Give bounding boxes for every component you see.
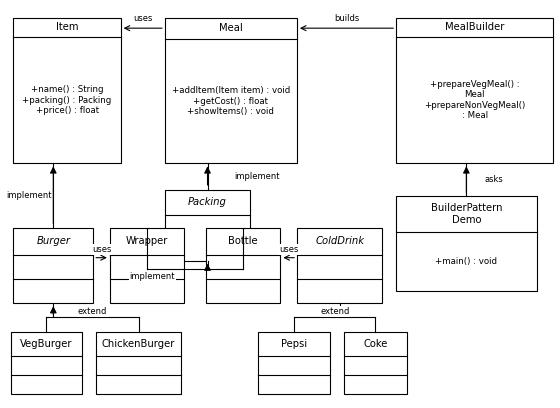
Text: Bottle: Bottle [228,236,258,246]
Text: ColdDrink: ColdDrink [315,236,364,246]
Text: BuilderPattern
Demo: BuilderPattern Demo [431,203,502,225]
Text: uses: uses [133,13,152,22]
Text: +addItem(Item item) : void
+getCost() : float
+showItems() : void: +addItem(Item item) : void +getCost() : … [172,86,290,116]
Bar [11,332,82,395]
Text: extend: extend [320,307,349,316]
Text: uses: uses [279,245,298,254]
Text: builds: builds [334,13,359,22]
Bar [96,332,181,395]
Text: Item: Item [56,22,78,32]
Text: Pepsi: Pepsi [281,339,307,348]
Bar [13,18,121,164]
Text: implement: implement [130,273,175,282]
Bar [165,18,297,164]
Bar [13,228,93,303]
Bar [344,332,407,395]
Bar [259,332,330,395]
Bar [110,228,184,303]
Text: VegBurger: VegBurger [20,339,73,348]
Text: Wrapper: Wrapper [126,236,168,246]
Text: +prepareVegMeal() :
Meal
+prepareNonVegMeal()
: Meal: +prepareVegMeal() : Meal +prepareNonVegM… [424,80,525,120]
Text: implement: implement [234,172,280,181]
Text: ChickenBurger: ChickenBurger [102,339,175,348]
Bar [165,190,250,261]
Text: +main() : void: +main() : void [435,257,497,266]
Bar [396,18,553,164]
Text: Burger: Burger [36,236,71,246]
Text: MealBuilder: MealBuilder [445,22,505,32]
Bar [396,196,536,291]
Text: extend: extend [78,307,107,316]
Text: uses: uses [92,245,111,254]
Bar [206,228,281,303]
Text: +name() : String
+packing() : Packing
+price() : float: +name() : String +packing() : Packing +p… [22,85,111,115]
Text: Packing: Packing [188,197,227,207]
Text: Meal: Meal [219,23,243,33]
Text: implement: implement [6,191,52,200]
Text: Coke: Coke [363,339,388,348]
Text: asks: asks [484,175,503,184]
Bar [297,228,382,303]
